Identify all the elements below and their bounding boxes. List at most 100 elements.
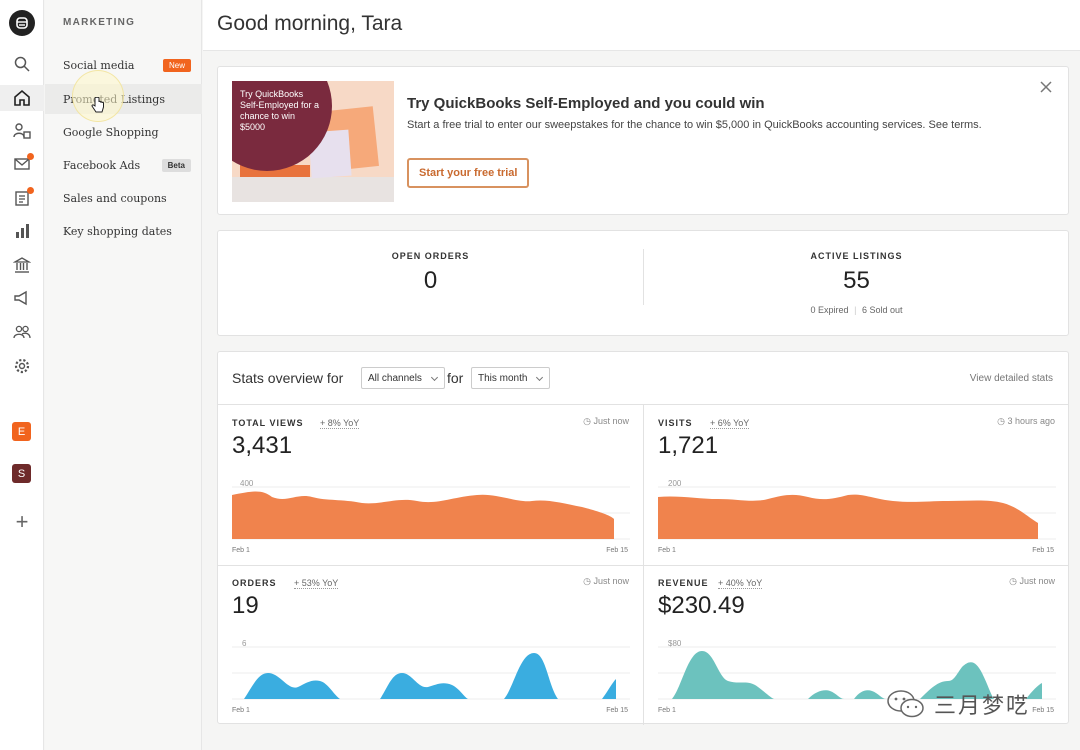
x-start-label: Feb 1 <box>232 547 250 554</box>
visits-stat[interactable]: VISITS + 6% YoY ◷ 3 hours ago 1,721 200 … <box>644 405 1069 565</box>
subnav-item-google-shopping[interactable]: Google Shopping <box>45 117 202 147</box>
revenue-area <box>1026 683 1042 699</box>
shop-s-badge[interactable]: S <box>12 464 31 483</box>
listing-status-counts: 0 Expired | 6 Sold out <box>810 305 903 315</box>
visits-area-chart: 200 Feb 1 Feb 15 <box>658 479 1056 554</box>
subnav-item-label: Social media <box>63 58 135 72</box>
icon-rail: E S + <box>0 0 44 750</box>
stat-time-text: Just now <box>593 576 629 586</box>
stat-updated-time: ◷ Just now <box>583 576 629 587</box>
finances-icon[interactable] <box>0 252 44 278</box>
expired-count[interactable]: 0 Expired <box>810 305 849 315</box>
summary-divider <box>643 249 644 305</box>
orders-area <box>380 673 468 699</box>
y-max-label: 400 <box>240 479 254 488</box>
orders-icon[interactable] <box>0 185 44 211</box>
stat-value: 1,721 <box>658 432 719 459</box>
x-end-label: Feb 15 <box>606 707 628 714</box>
orders-notification-dot <box>27 187 34 194</box>
orders-stat[interactable]: ORDERS + 53% YoY ◷ Just now 19 6 Feb 1 F… <box>218 565 643 725</box>
visits-area <box>658 494 1038 539</box>
subnav-heading: MARKETING <box>63 17 136 28</box>
x-start-label: Feb 1 <box>232 707 250 714</box>
subnav-item-facebook-ads[interactable]: Facebook Ads Beta <box>45 150 202 180</box>
open-orders-label: OPEN ORDERS <box>391 251 470 261</box>
stat-updated-time: ◷ 3 hours ago <box>997 416 1055 427</box>
page-title: Good morning, Tara <box>217 12 403 35</box>
stat-yoy[interactable]: + 53% YoY <box>294 578 339 589</box>
sold-out-count[interactable]: 6 Sold out <box>861 305 903 315</box>
add-shop-plus-icon[interactable]: + <box>15 509 29 534</box>
settings-icon[interactable] <box>0 353 44 379</box>
stat-yoy[interactable]: + 6% YoY <box>710 418 750 429</box>
subnav-item-label: Sales and coupons <box>63 191 167 205</box>
marketing-subnav: MARKETING Social media New Promoted List… <box>45 0 202 750</box>
clock-icon: ◷ <box>583 416 594 426</box>
stat-value: $230.49 <box>658 592 745 619</box>
open-orders-value: 0 <box>423 267 438 294</box>
marketing-icon[interactable] <box>0 285 44 311</box>
stat-value: 19 <box>232 592 259 619</box>
cursor-highlight <box>72 70 124 122</box>
y-max-label: 200 <box>668 479 682 488</box>
subnav-item-social-media[interactable]: Social media New <box>45 50 202 80</box>
y-max-label: $80 <box>668 639 682 648</box>
stat-yoy[interactable]: + 8% YoY <box>320 418 360 429</box>
channel-select[interactable]: All channels <box>361 367 445 389</box>
y-max-label: 6 <box>242 639 247 648</box>
active-listings-summary[interactable]: ACTIVE LISTINGS 55 0 Expired | 6 Sold ou… <box>644 231 1069 337</box>
x-end-label: Feb 15 <box>606 547 628 554</box>
listings-icon[interactable] <box>0 118 44 144</box>
stats-title: Stats overview for <box>232 370 344 386</box>
stat-label: VISITS <box>658 418 693 428</box>
stats-overview-card: Stats overview for All channels for This… <box>217 351 1069 725</box>
subnav-item-label: Key shopping dates <box>63 224 172 238</box>
clock-icon: ◷ <box>997 416 1008 426</box>
shop-e-badge[interactable]: E <box>12 422 31 441</box>
views-area <box>232 491 614 539</box>
x-end-label: Feb 15 <box>1032 707 1054 714</box>
view-detailed-stats-link[interactable]: View detailed stats <box>969 373 1053 384</box>
stat-label: REVENUE <box>658 578 709 588</box>
stats-for-label: for <box>447 370 464 386</box>
page-header: Good morning, Tara <box>203 0 1080 51</box>
hand-cursor-icon <box>91 97 104 113</box>
open-orders-summary[interactable]: OPEN ORDERS 0 <box>218 231 643 337</box>
home-icon[interactable] <box>0 85 44 111</box>
stat-label: TOTAL VIEWS <box>232 418 304 428</box>
close-icon[interactable] <box>1038 79 1054 95</box>
shop-manager-logo-icon[interactable] <box>9 10 35 36</box>
subnav-item-key-shopping-dates[interactable]: Key shopping dates <box>45 216 202 246</box>
revenue-area <box>672 651 774 699</box>
stats-icon[interactable] <box>0 218 44 244</box>
orders-area <box>244 673 340 699</box>
orders-area <box>504 653 558 699</box>
revenue-stat[interactable]: REVENUE + 40% YoY ◷ Just now $230.49 $80… <box>644 565 1069 725</box>
messages-icon[interactable] <box>0 151 44 177</box>
watermark-text: 三月梦呓 <box>934 693 1031 718</box>
x-end-label: Feb 15 <box>1032 547 1054 554</box>
stat-updated-time: ◷ Just now <box>583 416 629 427</box>
community-icon[interactable] <box>0 319 44 345</box>
clock-icon: ◷ <box>1009 576 1020 586</box>
promo-title: Try QuickBooks Self-Employed and you cou… <box>407 95 765 112</box>
messages-notification-dot <box>27 153 34 160</box>
stat-time-text: 3 hours ago <box>1007 416 1055 426</box>
stat-label: ORDERS <box>232 578 277 588</box>
revenue-area <box>920 662 994 699</box>
total-views-stat[interactable]: TOTAL VIEWS + 8% YoY ◷ Just now 3,431 40… <box>218 405 643 565</box>
stat-updated-time: ◷ Just now <box>1009 576 1055 587</box>
start-free-trial-button[interactable]: Start your free trial <box>407 158 530 188</box>
subnav-item-sales-and-coupons[interactable]: Sales and coupons <box>45 183 202 213</box>
stats-header: Stats overview for All channels for This… <box>218 352 1068 405</box>
stat-time-text: Just now <box>593 416 629 426</box>
search-icon[interactable] <box>0 51 44 77</box>
stats-horizontal-divider <box>218 565 1068 566</box>
period-select[interactable]: This month <box>471 367 551 389</box>
x-start-label: Feb 1 <box>658 707 676 714</box>
beta-badge: Beta <box>161 158 191 172</box>
stat-yoy[interactable]: + 40% YoY <box>718 578 763 589</box>
clock-icon: ◷ <box>583 576 594 586</box>
subnav-item-label: Facebook Ads <box>63 158 141 172</box>
total-views-area-chart: 400 Feb 1 Feb 15 <box>232 479 630 554</box>
